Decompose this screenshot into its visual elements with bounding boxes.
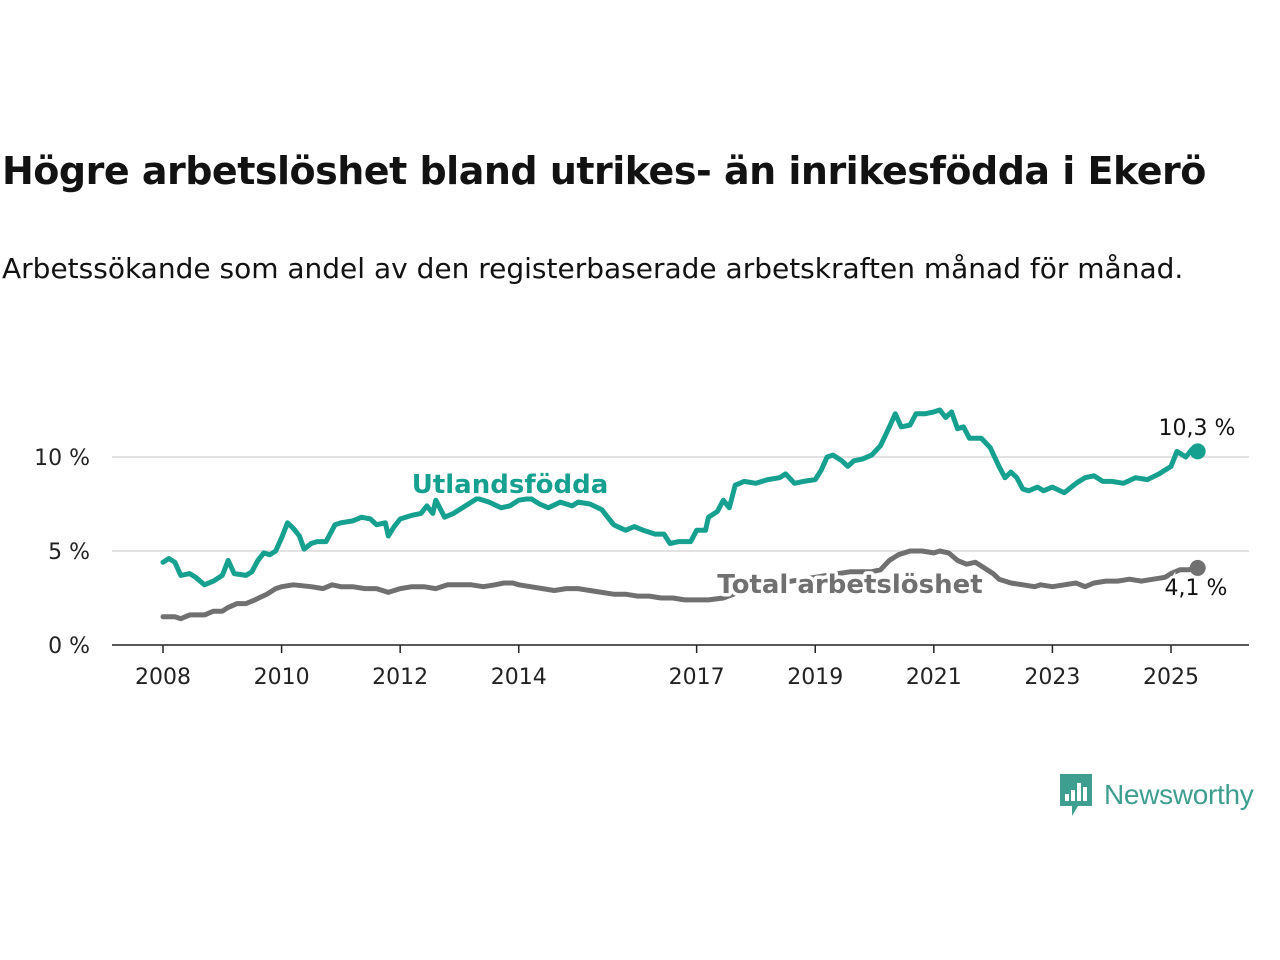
series-end-value-label: 10,3 % <box>1159 416 1236 441</box>
y-tick-label: 0 % <box>48 634 90 659</box>
series-end-marker <box>1189 443 1206 460</box>
series-lines <box>160 407 1206 622</box>
series-line <box>160 407 1201 588</box>
line-chart: 0 %5 %10 % 2008 2010 2012 2014 2017 2019 2021 2… <box>34 407 1249 690</box>
newsworthy-logo-icon <box>1060 774 1092 816</box>
series-labels: Utlandsfödda 10,3 % Total arbetslöshet 4,1 … <box>408 414 1238 604</box>
x-tick-label: 2019 <box>787 665 843 690</box>
x-tick-label: 2023 <box>1024 665 1080 690</box>
x-tick-label: 2012 <box>372 665 428 690</box>
x-axis: 2008 2010 2012 2014 2017 2019 2021 2023 2025 <box>135 645 1199 690</box>
y-tick-label: 5 % <box>48 540 90 565</box>
chart-subtitle: Arbetssökande som andel av den registerb… <box>2 252 1184 285</box>
series-end-value-label: 4,1 % <box>1165 576 1228 601</box>
gridlines <box>112 456 1249 552</box>
x-tick-label: 2014 <box>491 665 547 690</box>
newsworthy-brand: Newsworthy <box>1058 772 1254 818</box>
y-tick-label: 10 % <box>34 446 90 471</box>
x-tick-label: 2017 <box>669 665 725 690</box>
x-tick-label: 2021 <box>906 665 962 690</box>
y-axis-tick-labels: 0 % 5 % 10 % <box>34 446 90 659</box>
series-line <box>160 548 1201 622</box>
series-name-label: Utlandsfödda <box>412 470 609 500</box>
x-tick-label: 2010 <box>254 665 310 690</box>
chart-title: Högre arbetslöshet bland utrikes- än inr… <box>2 149 1206 193</box>
newsworthy-wordmark: Newsworthy <box>1104 779 1254 810</box>
x-tick-label: 2008 <box>135 665 191 690</box>
series-end-marker <box>1189 559 1206 576</box>
series-name-label: Total arbetslöshet <box>717 570 982 600</box>
x-tick-label: 2025 <box>1143 665 1199 690</box>
